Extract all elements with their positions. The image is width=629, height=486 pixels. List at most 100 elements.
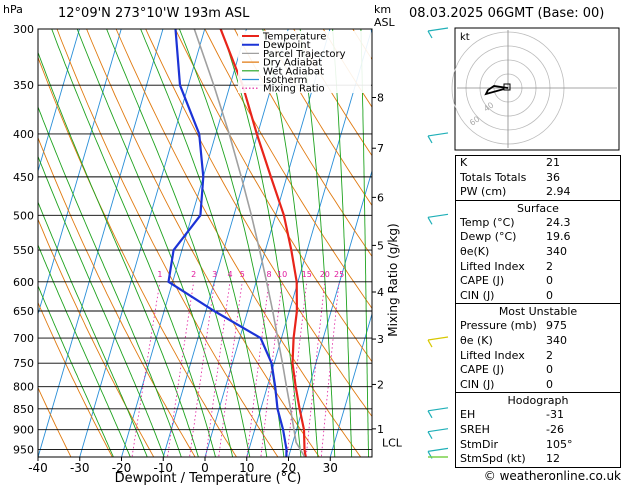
credit-text: © weatheronline.co.uk [483, 469, 621, 483]
km-tick-label: 3 [377, 333, 384, 346]
pressure-tick-label: 850 [13, 403, 34, 416]
row-value: 975 [546, 319, 567, 333]
wind-barb [427, 447, 449, 452]
series-line-dewpoint [167, 29, 288, 457]
table-row: Lifted Index 2 [456, 349, 620, 364]
hodograph-unit-label: kt [460, 32, 470, 43]
km-tick-label: 6 [377, 191, 384, 204]
isotherm-line [121, 29, 247, 457]
row-label: CIN (J) [460, 288, 495, 302]
row-label: CAPE (J) [460, 274, 505, 288]
km-tick-label: 1 [377, 423, 384, 436]
pressure-tick-label: 300 [13, 23, 34, 36]
mixing-ratio-line [167, 281, 195, 457]
row-label: Lifted Index [460, 348, 525, 362]
pressure-tick-label: 600 [13, 276, 34, 289]
legend-entry: Mixing Ratio [263, 84, 325, 95]
row-value: 340 [546, 244, 567, 258]
row-label: CAPE (J) [460, 363, 505, 377]
row-value: 2 [546, 259, 553, 273]
x-tick-label: -10 [153, 461, 173, 475]
mixing-ratio-line [218, 281, 243, 457]
table-row: Lifted Index 2 [456, 260, 620, 275]
axes: 1 2 3 4 5 8 10 15 20 2530035040045050055060065070… [13, 23, 403, 475]
hodograph-frame [454, 27, 620, 151]
row-label: θe (K) [460, 333, 493, 347]
wet-adiabat-line [38, 105, 182, 457]
x-tick-label: 0 [201, 461, 209, 475]
hodograph-storm-marker [503, 83, 511, 91]
row-value: 0 [546, 274, 553, 288]
x-tick-label: 30 [323, 461, 338, 475]
wind-barbs [427, 27, 449, 459]
series-line-parcel-trajectory [193, 29, 306, 457]
row-label: K [460, 156, 468, 169]
pressure-tick-label: 650 [13, 305, 34, 318]
wind-barb-flag [427, 217, 433, 225]
dry-adiabat-line [38, 218, 155, 457]
wind-barb [427, 336, 449, 341]
lcl-label: LCL [382, 436, 403, 449]
table-row: StmSpd (kt) 12 [456, 452, 620, 467]
wind-barb [427, 428, 449, 433]
row-label: StmDir [460, 437, 499, 451]
mixing-ratio-label: 15 [302, 270, 312, 279]
isotherm-line [38, 29, 122, 316]
km-tick-label: 7 [377, 142, 384, 155]
legend-entry: Dewpoint [263, 40, 311, 51]
unstable-title: Most Unstable [498, 305, 578, 319]
row-value: 2 [546, 348, 553, 362]
pressure-tick-label: 550 [13, 244, 34, 257]
sounding-curves [167, 29, 307, 457]
x-tick-label: -20 [112, 461, 132, 475]
row-value: 36 [546, 170, 560, 184]
mixing-ratio-axis-label: Mixing Ratio (g/kg) [386, 223, 400, 336]
wind-barb [427, 132, 449, 137]
mixing-ratio-line [305, 281, 326, 457]
dry-adiabat-line [38, 301, 113, 457]
table-row: EH -31 [456, 408, 620, 423]
wind-barb-flag [427, 339, 433, 348]
pressure-tick-label: 750 [13, 357, 34, 370]
row-value: 19.6 [546, 230, 571, 244]
location-title: 12°09'N 273°10'W 193m ASL [58, 6, 250, 21]
pressure-tick-label: 500 [13, 209, 34, 222]
row-label: Lifted Index [460, 259, 525, 273]
wet-adiabat-line [38, 243, 131, 457]
isotherm-line [288, 169, 372, 457]
x-tick-label: -30 [70, 461, 90, 475]
legend-entry: Wet Adiabat [263, 66, 324, 77]
wind-barb-flag [427, 431, 433, 439]
row-label: CIN (J) [460, 377, 495, 391]
wind-barb [427, 407, 449, 412]
wind-barb [427, 27, 449, 32]
row-label: EH [460, 408, 476, 422]
wet-adiabat-line [38, 200, 148, 457]
km-tick-label: 2 [377, 378, 384, 391]
mixing-ratio-line [320, 281, 340, 457]
pressure-tick-label: 800 [13, 381, 34, 394]
wind-barb-flag [427, 30, 433, 39]
pressure-tick-label: 950 [13, 443, 34, 456]
series-line-temperature [219, 29, 307, 457]
mixing-ratio-label: 4 [227, 270, 232, 279]
table-row: θe (K) 340 [456, 334, 620, 349]
row-label: StmSpd (kt) [460, 452, 526, 466]
km-tick-label: 4 [377, 286, 384, 299]
table-row: Totals Totals 36 [456, 171, 620, 186]
wind-barb [427, 213, 449, 218]
mixing-ratio-label: 25 [334, 270, 344, 279]
row-value: 12 [546, 452, 560, 466]
wind-barb-flag [427, 135, 433, 144]
row-value: 21 [546, 156, 560, 169]
datetime-title: 08.03.2025 06GMT (Base: 00) [409, 6, 605, 21]
table-row: θe(K) 340 [456, 245, 620, 260]
table-row: CIN (J) 0 [456, 378, 620, 393]
row-value: 24.3 [546, 215, 571, 229]
dry-adiabat-line [38, 136, 196, 457]
legend-box [238, 31, 371, 93]
indices-panel: K 21 Totals Totals 36 PW (cm) 2.94 Surface Te… [455, 155, 621, 468]
x-axis-label: Dewpoint / Temperature (°C) [115, 471, 302, 486]
row-label: Dewp (°C) [460, 230, 517, 244]
